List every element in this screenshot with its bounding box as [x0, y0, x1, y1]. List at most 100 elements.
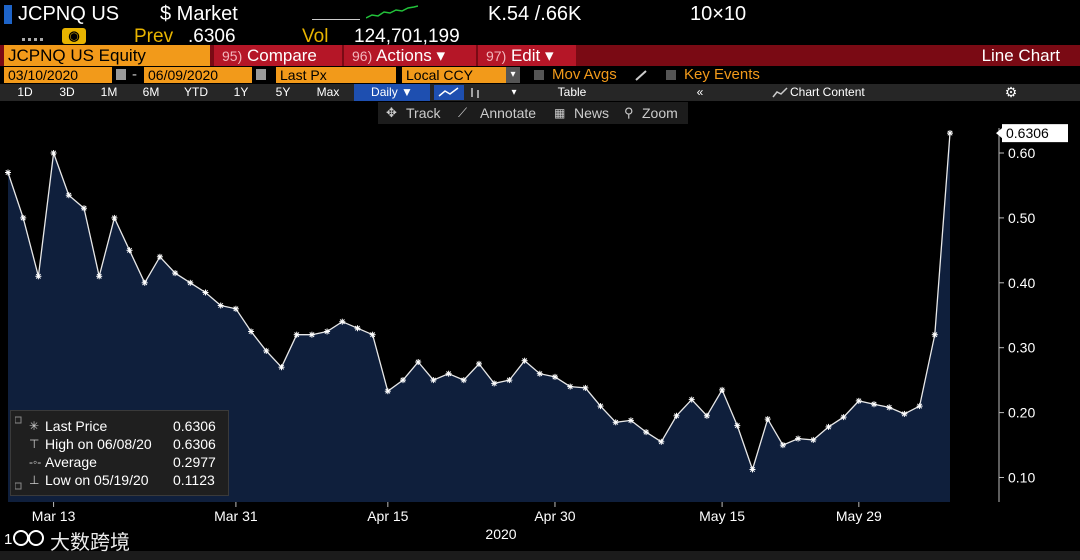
gear-icon[interactable]: ⚙	[1004, 84, 1018, 100]
bar-chart-icon[interactable]	[466, 85, 486, 100]
quote-size: 10×10	[690, 3, 747, 25]
data-point	[187, 279, 194, 286]
start-date-field[interactable]: 03/10/2020	[4, 67, 112, 83]
edit-number: 97)	[486, 48, 507, 64]
period-max-button[interactable]: Max	[316, 85, 340, 99]
period-5y-button[interactable]: 5Y	[275, 85, 291, 99]
actions-label: Actions ▾	[376, 46, 446, 65]
data-point	[476, 360, 482, 367]
data-point	[324, 328, 331, 335]
data-point	[50, 150, 57, 156]
x-axis: Mar 13 Mar 31 Apr 15 Apr 30 May 15 May 29 2020	[32, 502, 882, 542]
legend-low-label: Low on 05/19/20	[45, 472, 149, 488]
chart-type-label[interactable]: Line Chart	[981, 46, 1060, 65]
mov-avgs-checkbox[interactable]	[534, 70, 544, 80]
y-tick-label: 0.10	[1008, 470, 1035, 486]
data-point	[840, 414, 847, 421]
legend-last-value: 0.6306	[173, 418, 216, 434]
calendar-icon[interactable]	[116, 69, 126, 80]
data-point	[232, 305, 239, 312]
data-point	[263, 347, 270, 354]
line-chart-icon[interactable]	[434, 85, 464, 100]
currency-select[interactable]: Local CCY	[402, 67, 506, 83]
data-point	[460, 377, 467, 384]
data-point	[871, 401, 877, 408]
x-tick-label: Mar 13	[32, 508, 76, 524]
security-field[interactable]: JCPNQ US Equity	[4, 45, 210, 66]
period-3d-button[interactable]: 3D	[59, 85, 75, 99]
news-button[interactable]: News	[574, 105, 610, 121]
data-point	[308, 331, 315, 338]
data-point	[734, 422, 741, 429]
chevron-down-icon[interactable]: ▾	[511, 87, 517, 98]
function-toolbar: JCPNQ US Equity 95) Compare 96) Actions …	[0, 45, 1080, 66]
date-separator: -	[132, 66, 137, 83]
legend-avg-value: 0.2977	[173, 454, 216, 470]
x-tick-label: May 15	[699, 508, 745, 524]
last-value-pointer	[996, 128, 1002, 139]
compare-number: 95)	[222, 48, 243, 64]
period-1y-button[interactable]: 1Y	[233, 85, 249, 99]
collapse-left-icon[interactable]: «	[696, 85, 704, 99]
data-point	[795, 435, 802, 442]
calendar-icon[interactable]	[256, 69, 266, 80]
chart-content-button[interactable]: Chart Content	[790, 85, 865, 99]
data-point	[81, 205, 87, 212]
data-point	[202, 289, 209, 296]
actions-button[interactable]: 96) Actions ▾	[344, 45, 476, 66]
watermark-logo: 1	[4, 530, 44, 547]
chart-settings-row: 03/10/2020 - 06/09/2020 Last Px Local CC…	[0, 66, 1080, 84]
data-point	[278, 364, 285, 371]
legend-handle-icon[interactable]	[15, 415, 22, 491]
edit-label: Edit ▾	[510, 46, 554, 65]
compare-button[interactable]: 95) Compare	[214, 45, 342, 66]
table-button[interactable]: Table	[557, 85, 587, 99]
gauge-icon[interactable]: ◉	[62, 28, 86, 44]
data-point	[293, 331, 300, 338]
annotate-icon: ⟋	[458, 105, 468, 120]
data-point	[5, 169, 11, 176]
data-point	[764, 416, 771, 423]
ticker-header: JCPNQ US $ Market K.54 /.66K 10×10	[0, 0, 1080, 28]
y-axis: 0.10 0.20 0.30 0.40 0.50 0.60 0.6306	[996, 124, 1068, 502]
frequency-select[interactable]: Daily ▼	[354, 84, 430, 101]
data-point	[703, 412, 710, 419]
bid-ask-range: K.54 /.66K	[488, 3, 582, 25]
data-point	[931, 331, 938, 338]
period-ytd-button[interactable]: YTD	[184, 85, 208, 99]
price-field-select[interactable]: Last Px	[276, 67, 396, 83]
ticker-symbol[interactable]: JCPNQ US	[18, 3, 120, 25]
vol-label: Vol	[302, 26, 329, 47]
data-point	[65, 192, 72, 199]
data-point	[825, 423, 832, 430]
edit-button[interactable]: 97) Edit ▾	[478, 45, 576, 66]
zoom-button[interactable]: Zoom	[642, 105, 678, 121]
data-point	[217, 302, 224, 309]
pencil-icon[interactable]	[634, 69, 648, 81]
data-point	[658, 438, 665, 445]
period-1m-button[interactable]: 1M	[100, 85, 118, 99]
watermark-text: 大数跨境	[50, 532, 130, 554]
annotate-button[interactable]: Annotate	[480, 105, 537, 121]
chart-legend[interactable]: ✳ Last Price 0.6306 ⊤ High on 06/08/20 0…	[10, 410, 229, 496]
track-button[interactable]: Track	[406, 105, 441, 121]
period-1d-button[interactable]: 1D	[17, 85, 33, 99]
data-point	[749, 466, 756, 473]
chart-tools: ✥ Track ⟋ Annotate ▦ News ⚲ Zoom	[378, 102, 688, 124]
sparkline-baseline	[312, 19, 360, 20]
last-value-label: 0.6306	[1006, 125, 1049, 141]
key-events-checkbox[interactable]	[666, 70, 676, 80]
data-point	[506, 377, 513, 384]
data-point	[552, 373, 558, 380]
end-date-field[interactable]: 06/09/2020	[144, 67, 252, 83]
period-6m-button[interactable]: 6M	[142, 85, 160, 99]
price-points	[5, 130, 953, 473]
price-area	[8, 133, 950, 502]
x-tick-label: Mar 31	[214, 508, 258, 524]
compare-label: Compare	[246, 46, 317, 65]
data-point	[643, 429, 650, 436]
data-point	[673, 412, 680, 419]
data-point	[779, 442, 786, 449]
price-chart[interactable]: 0.100.200.300.400.500.600.6306 Mar 13 Mar…	[0, 100, 1080, 550]
chevron-down-icon[interactable]: ▾	[506, 67, 520, 83]
